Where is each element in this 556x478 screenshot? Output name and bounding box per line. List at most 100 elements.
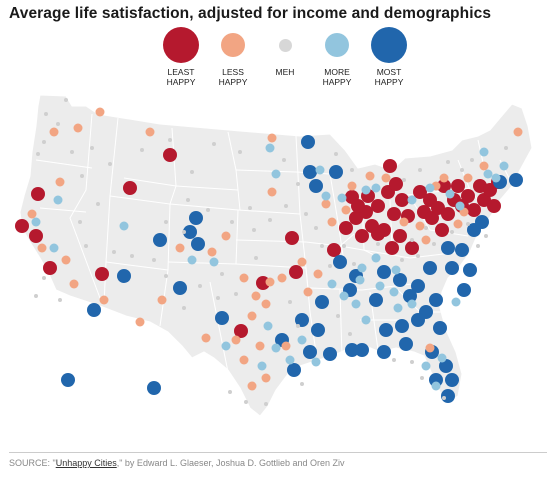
city-dot-meh (504, 146, 508, 150)
city-dot-less (265, 277, 275, 287)
city-dot-more (119, 221, 129, 231)
city-dot-meh (450, 230, 454, 234)
state-border (69, 113, 101, 299)
city-dot-meh (484, 234, 488, 238)
city-dot-less (145, 127, 155, 137)
city-dot-less (267, 187, 277, 197)
city-dot-least (327, 243, 341, 257)
city-dot-less (421, 235, 431, 245)
city-dot-more (221, 341, 231, 351)
legend-label-meh-line1: MEH (275, 67, 295, 77)
city-dot-meh (254, 256, 258, 260)
city-dot-less (69, 279, 79, 289)
city-dot-most (303, 345, 317, 359)
city-dot-meh (206, 208, 210, 212)
city-dot-more (355, 275, 365, 285)
city-dot-most (411, 279, 425, 293)
city-dot-most (411, 313, 425, 327)
legend-label-most-happy: MOST HAPPY (363, 67, 415, 87)
city-dot-meh (42, 276, 46, 280)
city-dot-meh (466, 222, 470, 226)
city-dot-meh (432, 242, 436, 246)
legend-dot-less-happy (221, 33, 245, 57)
city-dot-least (31, 187, 45, 201)
state-border (295, 135, 307, 269)
city-dot-most (173, 281, 187, 295)
city-dot-meh (56, 122, 60, 126)
legend-label-least-happy: LEAST HAPPY (155, 67, 207, 87)
city-dot-meh (168, 138, 172, 142)
state-border (305, 267, 317, 353)
source-note: SOURCE: "Unhappy Cities," by Edward L. G… (9, 458, 345, 468)
city-dot-meh (348, 332, 352, 336)
city-dot-most (315, 295, 329, 309)
city-dot-less (73, 123, 83, 133)
city-dot-less (313, 269, 323, 279)
city-dot-most (441, 389, 455, 403)
city-dot-more (451, 297, 461, 307)
city-dot-meh (392, 358, 396, 362)
city-dot-more (31, 217, 41, 227)
legend-label-least-line2: HAPPY (166, 77, 196, 87)
city-dot-most (333, 255, 347, 269)
legend-label-less-happy: LESS HAPPY (207, 67, 259, 87)
city-dot-meh (190, 170, 194, 174)
city-dot-most (509, 173, 523, 187)
state-border (235, 169, 297, 173)
city-dot-less (95, 107, 105, 117)
city-dot-more (327, 279, 337, 289)
city-dot-more (393, 303, 403, 313)
city-dot-meh (410, 238, 414, 242)
legend-label-more-happy: MORE HAPPY (311, 67, 363, 87)
legend-dot-more-happy (325, 33, 349, 57)
city-dot-meh (446, 160, 450, 164)
city-dot-least (371, 227, 385, 241)
city-dot-less (61, 255, 71, 265)
city-dot-least (437, 179, 451, 193)
city-dots (15, 98, 523, 406)
city-dot-most (399, 337, 413, 351)
city-dot-less (221, 231, 231, 241)
state-border (103, 117, 119, 305)
city-dot-meh (252, 228, 256, 232)
city-dot-most (403, 289, 417, 303)
city-dot-less (239, 273, 249, 283)
state-border (329, 173, 345, 263)
city-dot-more (375, 281, 385, 291)
city-dot-most (439, 359, 453, 373)
city-dot-least (393, 229, 407, 243)
legend-item-least-happy: LEAST HAPPY (155, 27, 207, 87)
city-dot-least (383, 159, 397, 173)
city-dot-meh (186, 198, 190, 202)
city-dot-most (429, 293, 443, 307)
city-dot-least (385, 241, 399, 255)
city-dot-less (261, 373, 271, 383)
legend-item-more-happy: MORE HAPPY (311, 27, 363, 87)
city-dot-more (271, 169, 281, 179)
legend-label-less-line2: HAPPY (218, 77, 248, 87)
city-dot-more (265, 143, 275, 153)
city-dot-less (341, 205, 351, 215)
us-land-outline (19, 94, 533, 417)
city-dot-more (357, 263, 367, 273)
city-dot-less (175, 243, 185, 253)
city-dot-meh (268, 218, 272, 222)
city-dot-meh (34, 294, 38, 298)
city-dot-more (321, 191, 331, 201)
city-dot-meh (70, 150, 74, 154)
city-dot-meh (376, 242, 380, 246)
city-dot-less (365, 171, 375, 181)
city-dot-less (347, 181, 357, 191)
city-dot-least (95, 267, 109, 281)
city-dot-meh (420, 376, 424, 380)
city-dot-less (247, 381, 257, 391)
city-dot-least (351, 199, 365, 213)
city-dot-more (49, 243, 59, 253)
city-dot-more (337, 193, 347, 203)
city-dot-least (451, 179, 465, 193)
city-dot-least (387, 207, 401, 221)
city-dot-least (389, 177, 403, 191)
city-dot-meh (410, 360, 414, 364)
city-dot-meh (296, 182, 300, 186)
source-link[interactable]: Unhappy Cities (55, 458, 117, 468)
